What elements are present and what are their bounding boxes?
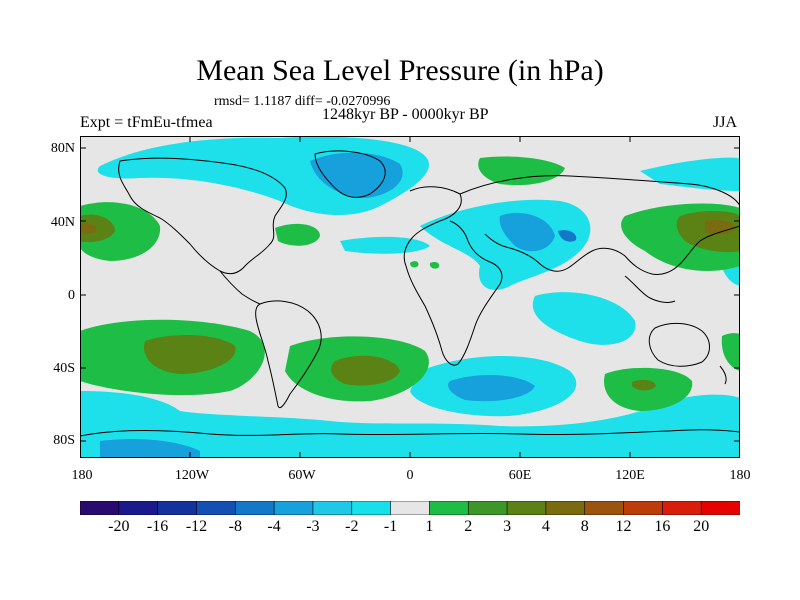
colorbar-swatch <box>429 501 470 515</box>
positive-anomaly-regions <box>80 156 740 411</box>
southern-ocean-low-core <box>448 374 535 402</box>
colorbar-label: -20 <box>108 518 130 535</box>
stats-label: rmsd= 1.1187 diff= -0.0270996 <box>214 94 391 109</box>
asia-low <box>420 199 591 290</box>
lon-label-60w: 60W <box>288 468 316 483</box>
north-atlantic-high <box>275 223 320 246</box>
colorbar-swatch <box>273 501 314 515</box>
south-america-outline <box>255 300 322 409</box>
colorbar-swatch <box>80 501 120 515</box>
pressure-map <box>80 136 740 458</box>
eurasia-outline <box>459 175 740 275</box>
lon-label-180e: 180 <box>729 468 751 483</box>
lat-label-40n: 40N <box>50 215 75 230</box>
stronger-positive-regions <box>80 211 740 391</box>
colorbar-label: -3 <box>306 518 320 535</box>
indian-ocean-low <box>532 292 636 345</box>
south-atlantic-high-core <box>331 355 400 386</box>
atlantic-small-high-2 <box>429 261 440 269</box>
antarctic-low-core <box>100 439 200 458</box>
south-pacific-high-core <box>144 334 236 374</box>
lon-label-120e: 120E <box>615 468 645 483</box>
asia-low-core <box>499 212 555 252</box>
core-negative-regions <box>558 230 577 242</box>
southeast-asia-outline <box>624 275 676 303</box>
greenland-outline <box>314 150 386 198</box>
continent-outlines <box>80 150 740 437</box>
north-pacific-east-high-center <box>705 219 735 235</box>
colorbar-swatch <box>312 501 353 515</box>
experiment-label: Expt = tFmEu-tfmea <box>80 114 213 131</box>
colorbar-swatch <box>506 501 547 515</box>
lon-label-180w: 180 <box>71 468 93 483</box>
colorbar-label: -12 <box>185 518 208 535</box>
strongest-positive-regions <box>80 219 735 235</box>
lat-label-40s: 40S <box>53 361 75 376</box>
colorbar-swatch <box>234 501 275 515</box>
lat-label-80n: 80N <box>50 141 75 156</box>
antarctica-outline <box>80 429 740 437</box>
colorbar-label: -8 <box>228 518 242 535</box>
new-zealand-outline <box>719 365 727 385</box>
colorbar-label: -4 <box>267 518 281 535</box>
colorbar-label: 2 <box>464 518 473 535</box>
colorbar-swatch <box>662 501 702 515</box>
asia-low-center <box>558 230 577 242</box>
lon-label-60e: 60E <box>508 468 532 483</box>
colorbar-swatch <box>351 501 392 515</box>
lon-label-0: 0 <box>406 468 414 483</box>
colorbar-swatch <box>118 501 159 515</box>
colorbar-label: 12 <box>615 518 632 535</box>
colorbar-label: 20 <box>693 518 710 535</box>
colorbar-label: 8 <box>580 518 589 535</box>
axis-ticks <box>80 136 740 458</box>
tasman-high <box>721 333 740 371</box>
colorbar-swatch <box>390 501 431 515</box>
colorbar-swatch <box>196 501 237 515</box>
colorbar-swatch <box>467 501 508 515</box>
period-label: 1248kyr BP - 0000kyr BP <box>322 106 489 123</box>
australia-outline <box>648 323 710 367</box>
map-title: Mean Sea Level Pressure (in hPa) <box>196 54 604 87</box>
south-indian-high-core <box>632 379 656 391</box>
central-america-outline <box>219 270 261 305</box>
north-pacific-west-high-core <box>80 214 115 243</box>
colorbar-swatch <box>700 501 740 515</box>
colorbar-label: -2 <box>345 518 359 535</box>
lat-label-0: 0 <box>68 288 75 303</box>
colorbar-swatch <box>545 501 586 515</box>
antarctic-low <box>80 391 740 458</box>
colorbar-swatch <box>623 501 664 515</box>
colorbar-label: 3 <box>503 518 512 535</box>
colorbar-label: 16 <box>654 518 671 535</box>
north-america-outline <box>118 157 287 275</box>
arctic-siberia-high <box>478 156 565 186</box>
colorbar-swatch <box>584 501 625 515</box>
lat-label-80s: 80S <box>53 433 75 448</box>
colorbar-label: -1 <box>383 518 398 535</box>
atlantic-small-high-1 <box>410 261 419 268</box>
colorbar <box>80 501 740 515</box>
season-label: JJA <box>713 114 738 131</box>
colorbar-label: 1 <box>425 518 434 535</box>
colorbar-swatch <box>157 501 198 515</box>
europe-africa-outline <box>403 186 503 366</box>
north-pacific-west-high-center <box>80 223 97 234</box>
colorbar-label: -16 <box>146 518 169 535</box>
atlantic-strip-low <box>340 236 430 254</box>
lon-label-120w: 120W <box>174 468 210 483</box>
colorbar-label: 4 <box>541 518 550 535</box>
